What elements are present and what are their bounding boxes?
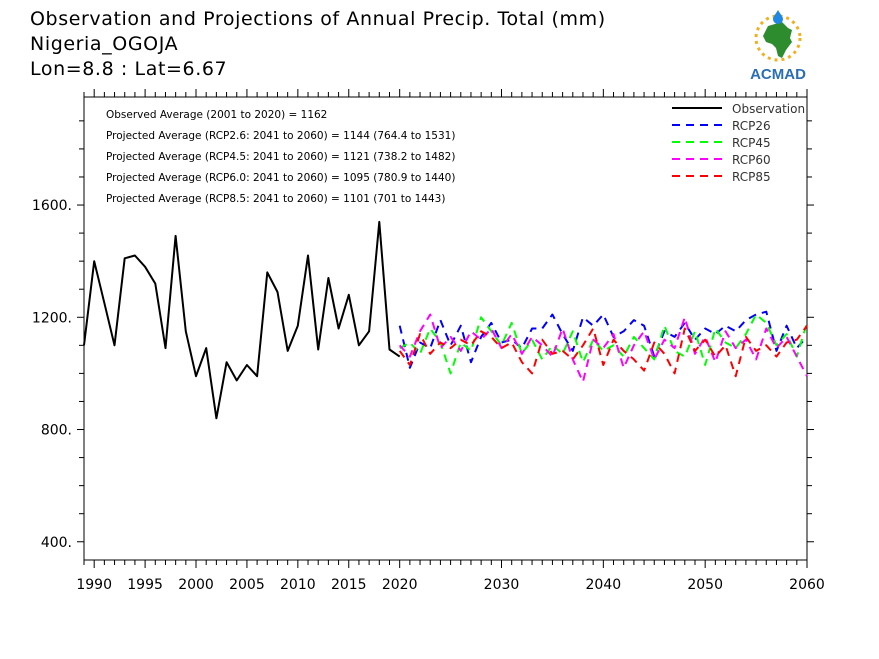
- legend-label: Observation: [732, 102, 805, 116]
- x-tick-label: 2060: [789, 577, 825, 593]
- x-tick-label: 2010: [280, 577, 316, 593]
- coords-text: Lon=8.8 : Lat=6.67: [30, 58, 228, 80]
- annotation-text: Projected Average (RCP4.5: 2041 to 2060)…: [106, 151, 455, 163]
- title-text: Observation and Projections of Annual Pr…: [30, 8, 606, 30]
- x-tick-label: 2005: [229, 577, 265, 593]
- acmad-logo: ACMAD: [750, 10, 806, 83]
- location-text: Nigeria_OGOJA: [30, 33, 179, 55]
- series-line-rcp26: [398, 310, 808, 369]
- x-tick-label: 1995: [127, 577, 163, 593]
- sun-rays-icon: [754, 14, 802, 62]
- y-tick-label: 1200.: [32, 310, 72, 326]
- plot-frame: [83, 96, 808, 561]
- x-tick-label: 2040: [586, 577, 622, 593]
- x-tick-label: 2050: [687, 577, 723, 593]
- legend-label: RCP60: [732, 153, 771, 167]
- series-line-observation: [83, 220, 401, 420]
- logo-text: ACMAD: [750, 66, 806, 83]
- y-tick-label: 800.: [41, 423, 72, 439]
- annotation-text: Projected Average (RCP6.0: 2041 to 2060)…: [106, 172, 455, 184]
- x-tick-label: 2000: [178, 577, 214, 593]
- annotation-text: Projected Average (RCP8.5: 2041 to 2060)…: [106, 193, 445, 205]
- water-drop-icon: [773, 10, 783, 24]
- y-tick-label: 400.: [41, 535, 72, 551]
- series-line-rcp60: [398, 313, 808, 383]
- africa-map-icon: [763, 22, 792, 58]
- annotation-text: Observed Average (2001 to 2020) = 1162: [106, 109, 327, 121]
- legend-label: RCP45: [732, 136, 771, 150]
- legend-label: RCP85: [732, 170, 771, 184]
- series-line-rcp45: [399, 313, 808, 375]
- annotation-text: Projected Average (RCP2.6: 2041 to 2060)…: [106, 130, 455, 142]
- x-tick-label: 2030: [484, 577, 520, 593]
- y-tick-label: 1600.: [32, 198, 72, 214]
- series-line-rcp85: [398, 325, 808, 378]
- legend-label: RCP26: [732, 119, 771, 133]
- x-tick-label: 1990: [76, 577, 112, 593]
- x-tick-label: 2015: [331, 577, 367, 593]
- x-tick-label: 2020: [382, 577, 418, 593]
